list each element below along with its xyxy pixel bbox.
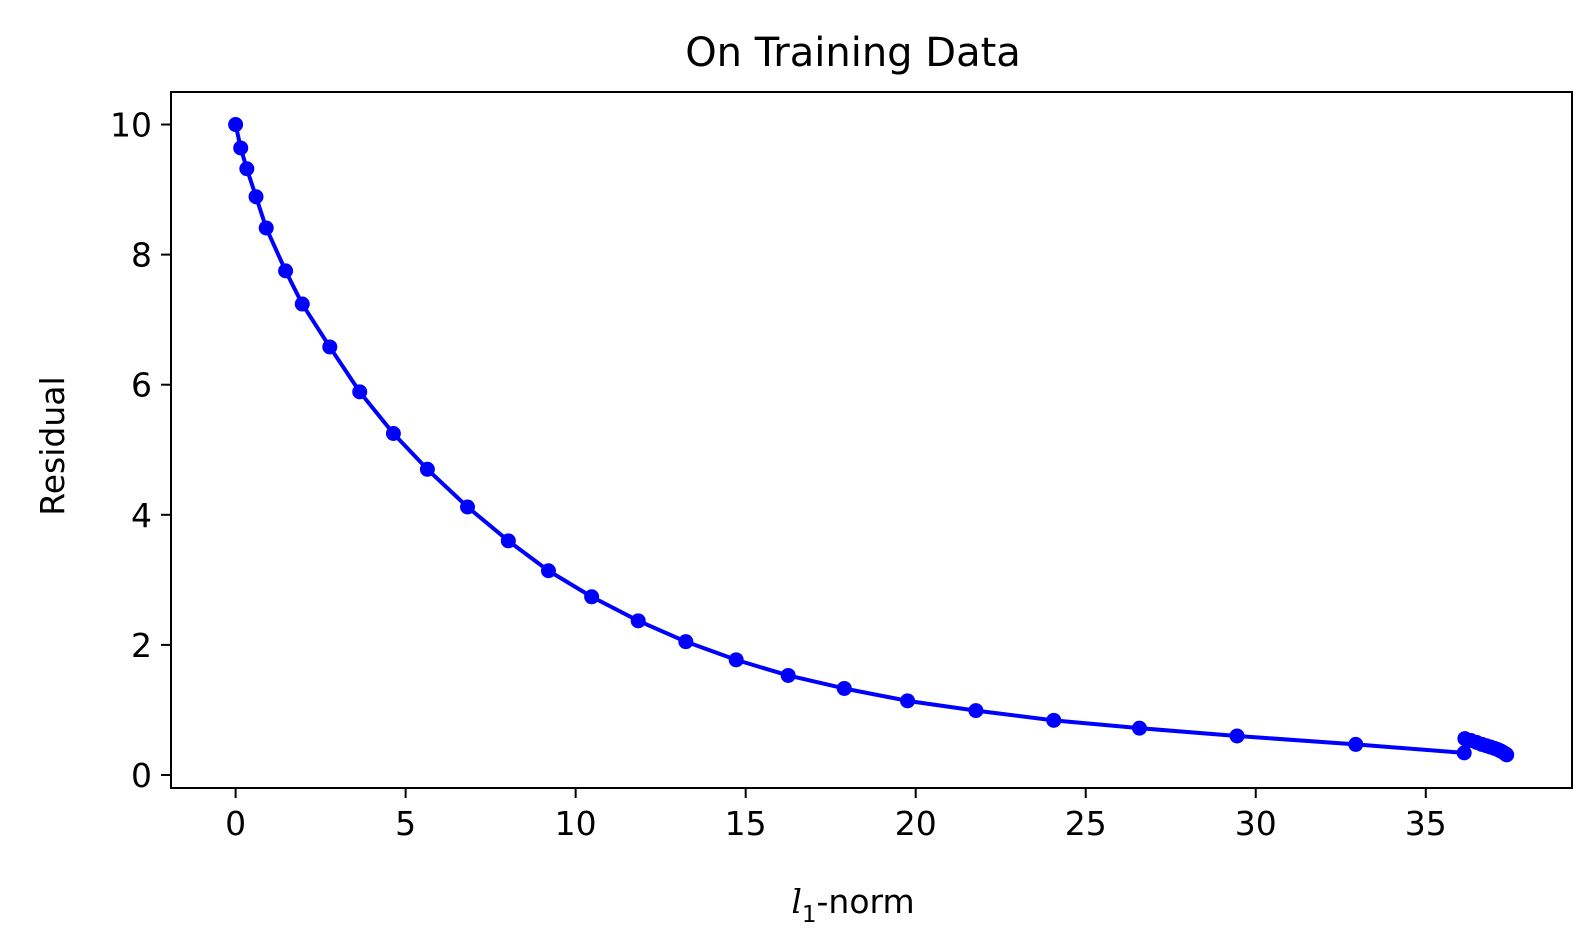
x-axis-label-variable: l — [791, 882, 802, 921]
data-point — [1131, 720, 1147, 736]
data-point — [678, 634, 694, 650]
data-point — [780, 667, 796, 683]
data-point — [836, 680, 852, 696]
data-point — [584, 589, 600, 605]
data-point — [900, 693, 916, 709]
data-point — [630, 613, 646, 629]
data-point — [540, 563, 556, 579]
data-point — [1046, 712, 1062, 728]
data-point — [294, 296, 310, 312]
data-point — [1456, 745, 1472, 761]
chart-title: On Training Data — [685, 30, 1021, 76]
data-point — [385, 425, 401, 441]
data-point — [728, 652, 744, 668]
y-axis-label: Residual — [33, 376, 72, 515]
x-tick-label: 15 — [725, 804, 767, 843]
data-point — [322, 339, 338, 355]
x-tick-label: 25 — [1065, 804, 1107, 843]
x-axis-label-suffix: -norm — [817, 882, 915, 921]
data-point — [248, 189, 264, 205]
data-point — [228, 117, 244, 133]
y-tick-label: 6 — [131, 366, 152, 405]
data-point — [419, 461, 435, 477]
data-point — [500, 533, 516, 549]
y-tick-label: 8 — [131, 236, 152, 275]
x-tick-label: 5 — [395, 804, 416, 843]
x-axis-label-subscript: 1 — [802, 902, 817, 928]
x-tick-label: 10 — [555, 804, 597, 843]
data-point — [278, 263, 294, 279]
x-tick-label: 0 — [225, 804, 246, 843]
data-point — [352, 384, 368, 400]
x-tick-label: 30 — [1235, 804, 1277, 843]
x-axis-label: l1-norm — [791, 882, 914, 928]
data-point — [1348, 736, 1364, 752]
axis-ticks: 0 5 10 15 20 25 30 35 0 2 4 6 8 10 — [110, 106, 1447, 843]
data-point — [239, 161, 255, 177]
data-point — [1229, 728, 1245, 744]
data-point — [460, 499, 476, 515]
data-point — [968, 703, 984, 719]
x-tick-label: 20 — [895, 804, 937, 843]
x-tick-label: 35 — [1405, 804, 1447, 843]
plot-frame — [170, 91, 1573, 789]
y-tick-label: 10 — [110, 106, 152, 145]
data-point — [1499, 747, 1515, 763]
y-tick-label: 0 — [131, 756, 152, 795]
data-point — [233, 140, 249, 156]
y-tick-label: 2 — [131, 626, 152, 665]
y-tick-label: 4 — [131, 496, 152, 535]
data-point — [258, 220, 274, 236]
data-series — [228, 117, 1515, 763]
